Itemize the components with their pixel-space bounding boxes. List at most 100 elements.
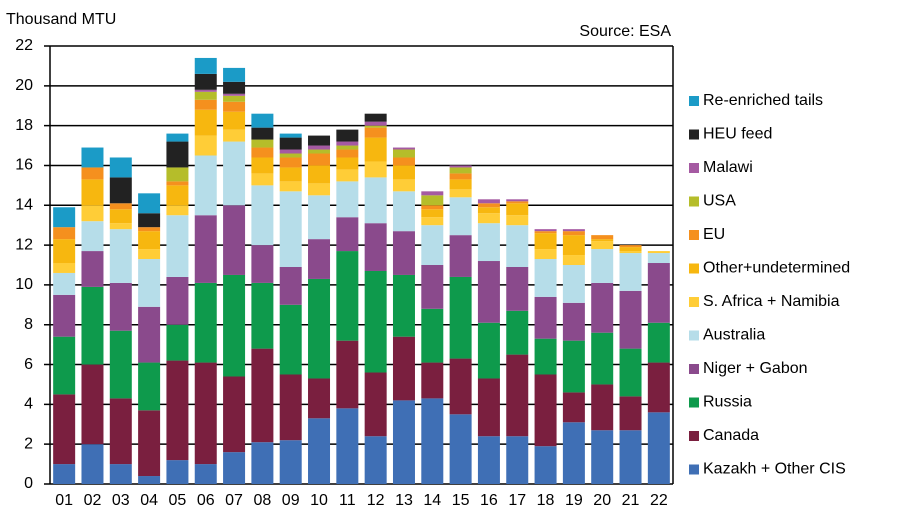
legend-label: HEU feed (703, 126, 772, 143)
bar-segment (166, 324, 189, 361)
bar-segment (166, 133, 189, 142)
bar-segment (308, 153, 331, 166)
bar-segment (81, 286, 104, 365)
x-tick-label: 06 (197, 492, 215, 509)
bar-segment (279, 440, 302, 484)
bar-segment (364, 121, 387, 126)
bar-segment (647, 322, 670, 363)
bar-segment (449, 276, 472, 359)
x-tick-label: 04 (140, 492, 158, 509)
bar-segment (223, 274, 246, 377)
x-tick-label: 11 (339, 492, 356, 509)
bar-segment (279, 149, 302, 154)
y-tick-label: 18 (15, 117, 33, 134)
bar-segment (421, 308, 444, 363)
legend-label: USA (703, 193, 736, 210)
bar-segment (534, 231, 557, 234)
bar-segment (109, 157, 132, 178)
bar-segment (223, 205, 246, 275)
bar-segment (449, 189, 472, 198)
bar-segment (534, 229, 557, 232)
bar-segment (364, 125, 387, 128)
bar-segment (421, 217, 444, 226)
bar-segment (364, 436, 387, 484)
bar-segment (392, 157, 415, 166)
x-tick-label: 15 (452, 492, 470, 509)
bar-segment (591, 239, 614, 242)
bar-segment (336, 340, 359, 409)
legend-swatch (689, 163, 699, 173)
y-tick-label: 16 (15, 157, 33, 174)
x-tick-label: 03 (112, 492, 130, 509)
bar-segment (449, 414, 472, 484)
bar-segment (562, 255, 585, 265)
bar-segment (619, 253, 642, 291)
bar-segment (81, 205, 104, 222)
bar-segment (138, 259, 161, 307)
bar-segment (223, 67, 246, 82)
legend-label: Re-enriched tails (703, 92, 823, 109)
bar-segment (138, 227, 161, 232)
x-tick-label: 22 (650, 492, 668, 509)
bar-segment (392, 231, 415, 275)
bar-segment (449, 358, 472, 415)
bar-segment (81, 167, 104, 180)
bar-segment (81, 444, 104, 484)
bar-segment (506, 354, 529, 437)
bar-segment (336, 217, 359, 252)
bar-segment (109, 464, 132, 484)
bar-segment (53, 294, 76, 337)
bar-segment (223, 376, 246, 453)
bar-segment (81, 147, 104, 168)
bar-segment (392, 336, 415, 401)
bar-segment (166, 141, 189, 168)
bar-segment (336, 181, 359, 218)
bar-segment (534, 296, 557, 339)
bar-segment (421, 398, 444, 484)
bar-segment (223, 452, 246, 484)
x-tick-label: 12 (367, 492, 385, 509)
bar-segment (364, 161, 387, 178)
bar-segment (449, 197, 472, 236)
bar-segment (421, 195, 444, 206)
legend-swatch (689, 263, 699, 274)
legend-label: Other+undetermined (703, 260, 850, 277)
bar-segment (194, 215, 217, 283)
bar-segment (194, 282, 217, 363)
bar-segment (223, 95, 246, 102)
bar-segment (194, 464, 217, 484)
y-tick-label: 8 (24, 316, 33, 333)
bar-segment (308, 165, 331, 184)
legend-swatch (689, 230, 699, 240)
bar-segment (279, 167, 302, 182)
bar-segment (109, 330, 132, 399)
bar-segment (308, 278, 331, 379)
bar-segment (166, 460, 189, 484)
bar-segment (138, 362, 161, 411)
bar-segment (619, 430, 642, 484)
bar-segment (506, 225, 529, 267)
bar-segment (53, 207, 76, 228)
bar-segment (336, 169, 359, 182)
x-tick-label: 20 (593, 492, 611, 509)
bar-segment (392, 400, 415, 484)
bar-segment (647, 251, 670, 254)
bar-segment (421, 362, 444, 399)
legend-label: EU (703, 226, 725, 243)
bar-segment (194, 362, 217, 465)
bar-segment (562, 231, 585, 236)
bar-segment (138, 306, 161, 363)
bar-segment (647, 362, 670, 413)
bar-segment (477, 261, 500, 323)
bar-segment (591, 332, 614, 385)
bar-segment (308, 239, 331, 279)
legend-swatch (689, 397, 699, 408)
y-tick-label: 4 (24, 396, 33, 413)
bar-segment (421, 205, 444, 210)
bar-segment (308, 195, 331, 240)
bar-segment (477, 207, 500, 214)
bar-segment (336, 408, 359, 484)
bar-segment (392, 179, 415, 192)
bar-segment (506, 266, 529, 311)
bar-segment (392, 191, 415, 232)
